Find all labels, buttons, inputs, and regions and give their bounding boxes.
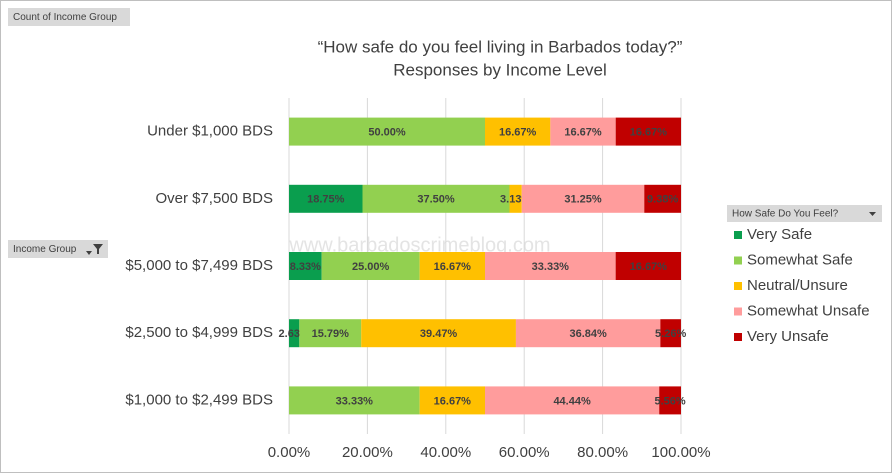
data-label: 16.67% (564, 127, 602, 139)
legend-swatch (734, 256, 742, 265)
legend-swatch (734, 282, 742, 290)
x-tick-label: 20.00% (342, 444, 393, 461)
bar-segment (289, 319, 300, 348)
bar-segment (644, 184, 682, 213)
legend-label: Somewhat Unsafe (747, 302, 870, 319)
legend-swatch (734, 307, 742, 316)
data-label: 18.75% (307, 194, 345, 206)
legend-field-button[interactable] (727, 205, 882, 222)
bar-segment (660, 319, 681, 348)
bar-segment (515, 319, 661, 348)
bar-segment (362, 184, 510, 213)
bar-segment (615, 252, 681, 280)
data-label: 44.44% (553, 395, 591, 407)
x-tick-label: 40.00% (420, 444, 471, 461)
data-label: 37.50% (417, 194, 455, 206)
value-field-button[interactable] (8, 8, 130, 26)
legend-label: Somewhat Safe (747, 251, 853, 268)
axis-field-button-text: Income Group (13, 244, 77, 255)
x-tick-label: 100.00% (651, 444, 710, 461)
y-tick-label: $2,500 to $4,999 BDS (125, 324, 273, 341)
bar-segment (509, 184, 522, 213)
data-label: 5.56% (655, 395, 686, 407)
y-tick-label: $1,000 to $2,499 BDS (125, 391, 273, 408)
x-tick-label: 60.00% (499, 444, 550, 461)
data-label: 25.00% (352, 261, 390, 273)
bar-segment (299, 319, 362, 348)
data-label: 33.33% (532, 261, 570, 273)
data-label: 16.67% (434, 395, 472, 407)
data-label: 31.25% (564, 194, 602, 206)
bar-segment (289, 184, 363, 213)
data-label: 15.79% (312, 328, 350, 340)
watermark: www.barbadoscrimeblog.com (288, 234, 550, 256)
y-tick-label: $5,000 to $7,499 BDS (125, 257, 273, 274)
bar-segment (550, 117, 616, 146)
bar-segment (615, 117, 682, 146)
data-label: 33.33% (336, 395, 374, 407)
y-tick-label: Under $1,000 BDS (147, 123, 273, 140)
bar-segment (521, 184, 645, 213)
bar-segment (659, 386, 681, 415)
bar-segment (485, 252, 616, 280)
chart-subtitle: Responses by Income Level (393, 60, 607, 79)
data-label: 50.00% (368, 127, 406, 139)
filter-icon (86, 244, 103, 255)
bar-segment (289, 117, 485, 146)
bar-segment (361, 319, 516, 348)
legend-field-button-text: How Safe Do You Feel? (732, 209, 839, 220)
data-label: 16.67% (434, 261, 472, 273)
bar-segment (485, 386, 660, 415)
legend-swatch (734, 333, 742, 341)
chart-title: “How safe do you feel living in Barbados… (318, 37, 683, 56)
data-label: 39.47% (420, 328, 458, 340)
data-label: 16.67% (630, 261, 668, 273)
data-label: 16.67% (630, 127, 668, 139)
legend-label: Very Safe (747, 226, 812, 243)
bar-segment (419, 252, 485, 280)
data-label: 36.84% (569, 328, 607, 340)
bar-segment (485, 117, 551, 146)
bar-segment (419, 386, 485, 415)
data-label: 16.67% (499, 127, 537, 139)
value-field-button-text: Count of Income Group (13, 12, 117, 23)
legend-label: Neutral/Unsure (747, 277, 848, 294)
bar-segment (289, 386, 420, 415)
axis-field-button[interactable] (8, 240, 108, 258)
legend-swatch (734, 231, 742, 239)
y-tick-label: Over $7,500 BDS (155, 190, 273, 207)
dropdown-icon (869, 212, 876, 216)
data-label: 8.33% (290, 261, 321, 273)
x-tick-label: 80.00% (577, 444, 628, 461)
bar-segment (321, 252, 420, 280)
x-tick-label: 0.00% (268, 444, 311, 461)
data-label: 9.38% (647, 194, 678, 206)
bar-segment (289, 252, 322, 280)
legend-label: Very Unsafe (747, 328, 829, 345)
data-label: 5.26% (655, 328, 686, 340)
